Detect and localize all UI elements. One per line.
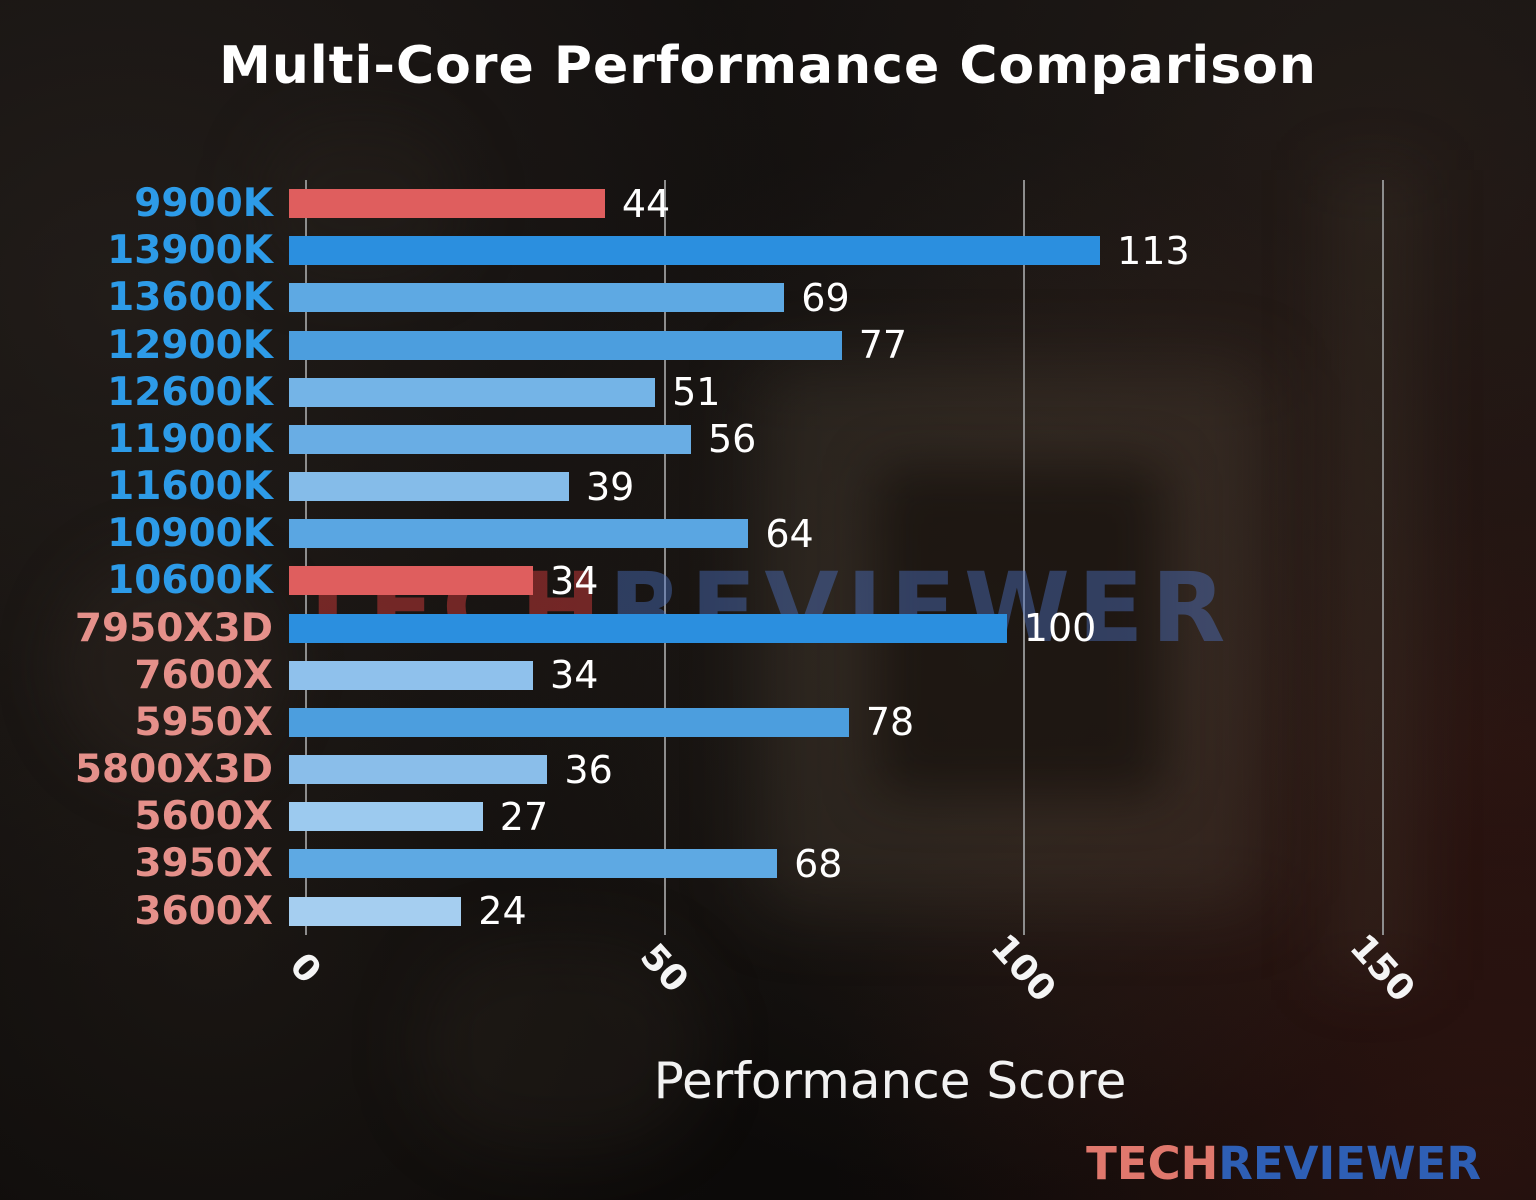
bar-row: 10600K 34 xyxy=(0,557,1536,604)
value-label: 113 xyxy=(1117,228,1190,273)
value-label: 100 xyxy=(1023,606,1097,651)
bar-row: 5600X 27 xyxy=(0,793,1536,840)
bar-row: 11900K 56 xyxy=(0,416,1536,463)
bar xyxy=(289,849,778,879)
brand-logo-reviewer: REVIEWER xyxy=(1218,1137,1481,1190)
bar xyxy=(289,330,842,360)
bar-row: 12600K 51 xyxy=(0,369,1536,416)
bar-row: 11600K 39 xyxy=(0,463,1536,510)
category-label: 9900K xyxy=(134,181,273,227)
category-label: 12600K xyxy=(107,369,273,415)
x-axis-label: Performance Score xyxy=(653,1052,1127,1110)
chart-title: Multi-Core Performance Comparison xyxy=(219,36,1317,96)
bar xyxy=(289,519,749,549)
category-label: 13600K xyxy=(107,275,273,321)
category-label: 3950X xyxy=(134,841,273,887)
category-label: 11600K xyxy=(107,464,273,510)
value-label: 51 xyxy=(672,370,721,415)
bar xyxy=(289,802,483,832)
bar-track: 113 xyxy=(289,227,1536,274)
value-label: 36 xyxy=(564,747,613,792)
x-tick-label: 50 xyxy=(631,936,696,1001)
bar-track: 39 xyxy=(289,463,1536,510)
value-label: 39 xyxy=(585,464,635,509)
gridline xyxy=(1381,180,1384,935)
brand-logo: TECHREVIEWER xyxy=(1086,1137,1481,1190)
bar-track: 77 xyxy=(289,322,1536,369)
bar xyxy=(289,377,656,407)
bar xyxy=(289,283,785,313)
x-tick-label: 150 xyxy=(1341,926,1423,1011)
bar-row: 7950X3D 100 xyxy=(0,605,1536,652)
x-tick-label: 0 xyxy=(281,945,329,992)
bar-track: 51 xyxy=(289,369,1536,416)
value-label: 56 xyxy=(707,417,757,462)
category-label: 10900K xyxy=(107,511,273,557)
category-label: 3600X xyxy=(134,888,273,934)
value-label: 34 xyxy=(550,558,599,603)
value-label: 69 xyxy=(801,275,850,320)
category-label: 5800X3D xyxy=(74,747,273,793)
bar-track: 64 xyxy=(289,510,1536,557)
bar-track: 68 xyxy=(289,840,1536,887)
bar-row: 3600X 24 xyxy=(0,888,1536,935)
value-label: 68 xyxy=(794,841,843,886)
category-label: 7600X xyxy=(134,652,273,698)
category-label: 5950X xyxy=(134,699,273,745)
bar xyxy=(289,896,462,926)
category-label: 10600K xyxy=(107,558,273,604)
bar-track: 44 xyxy=(289,180,1536,227)
bar-row: 12900K 77 xyxy=(0,322,1536,369)
bar xyxy=(289,613,1007,643)
bar-track: 34 xyxy=(289,652,1536,699)
bar xyxy=(289,189,605,219)
bar-track: 34 xyxy=(289,557,1536,604)
bar-row: 9900K 44 xyxy=(0,180,1536,227)
bar xyxy=(289,472,569,502)
bar xyxy=(289,566,534,596)
brand-logo-tech: TECH xyxy=(1086,1137,1219,1190)
bar-track: 27 xyxy=(289,793,1536,840)
bar xyxy=(289,707,849,737)
category-label: 7950X3D xyxy=(74,605,273,651)
bar-row: 10900K 64 xyxy=(0,510,1536,557)
x-axis-ticks: 0 50 100 150 xyxy=(0,927,1536,1058)
value-label: 78 xyxy=(865,700,915,745)
bar xyxy=(289,424,691,454)
value-label: 77 xyxy=(858,323,908,368)
bar xyxy=(289,660,534,690)
value-label: 34 xyxy=(550,653,599,698)
bar-track: 24 xyxy=(289,888,1536,935)
value-label: 27 xyxy=(499,794,549,839)
value-label: 64 xyxy=(765,511,814,556)
bar-row: 3950X 68 xyxy=(0,840,1536,887)
x-tick-label: 100 xyxy=(982,926,1064,1011)
bar xyxy=(289,755,548,785)
category-label: 11900K xyxy=(107,416,273,462)
value-label: 24 xyxy=(478,889,527,934)
bar-row: 7600X 34 xyxy=(0,652,1536,699)
bar-row: 5950X 78 xyxy=(0,699,1536,746)
gridline xyxy=(305,180,307,935)
bar-track: 69 xyxy=(289,274,1536,321)
bar-track: 36 xyxy=(289,746,1536,793)
category-label: 5600X xyxy=(134,794,273,840)
bar-rows: 9900K 44 13900K 113 13600K 69 12900K 77 12600K 51… xyxy=(0,180,1536,935)
gridline xyxy=(663,180,666,935)
category-label: 12900K xyxy=(107,322,273,368)
bar-track: 78 xyxy=(289,699,1536,746)
bar-track: 100 xyxy=(289,605,1536,652)
bar-row: 13600K 69 xyxy=(0,274,1536,321)
bar-track: 56 xyxy=(289,416,1536,463)
bar xyxy=(289,236,1101,266)
bar-row: 13900K 113 xyxy=(0,227,1536,274)
category-label: 13900K xyxy=(107,228,273,274)
bar-row: 5800X3D 36 xyxy=(0,746,1536,793)
value-label: 44 xyxy=(621,181,671,226)
